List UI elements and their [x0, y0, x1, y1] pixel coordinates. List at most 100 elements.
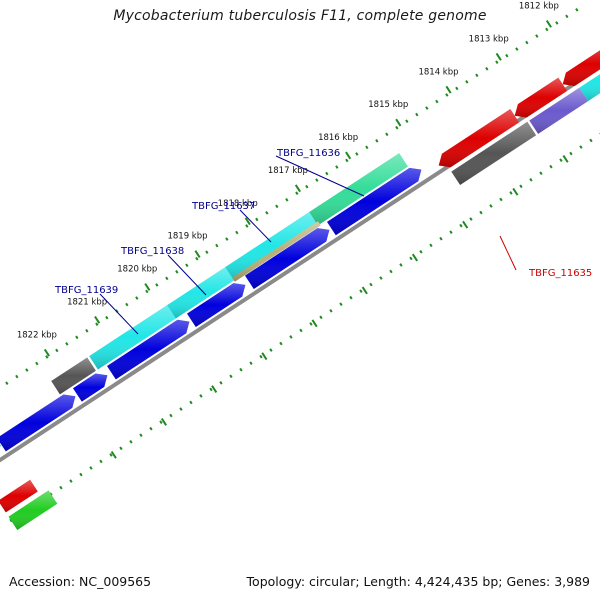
scale-tick-major	[495, 52, 502, 61]
scale-tick-minor	[319, 315, 323, 320]
scale-tick-minor	[159, 420, 163, 424]
scale-tick-minor	[249, 361, 253, 365]
scale-tick-minor	[535, 34, 539, 38]
scale-tick-minor	[95, 322, 99, 327]
scale-tick-minor	[385, 132, 389, 137]
cds-forward[interactable]	[187, 283, 246, 327]
scale-tick-label: 1820 kbp	[117, 265, 157, 275]
cds-reverse-shade	[514, 77, 568, 118]
feature-cyan[interactable]	[225, 212, 318, 281]
feature-mint[interactable]	[309, 153, 408, 226]
scale-tick-major	[194, 250, 201, 258]
cds-forward[interactable]	[245, 228, 330, 289]
scale-tick-inner	[211, 385, 218, 393]
scale-tick-minor	[335, 165, 339, 169]
scale-tick-minor	[365, 145, 369, 150]
gene-label-tbfg-11638[interactable]: TBFG_11638	[120, 246, 184, 257]
scale-tick-minor	[255, 217, 259, 222]
scale-tick-minor	[565, 14, 569, 19]
feature-cyan-reverse[interactable]	[579, 59, 600, 102]
callout-line-tbfg-11635	[499, 235, 517, 271]
cds-reverse[interactable]	[562, 42, 600, 86]
accession-label: Accession:	[9, 574, 76, 589]
scale-tick-minor	[5, 381, 9, 385]
gene-label-tbfg-11635[interactable]: TBFG_11635	[528, 268, 592, 279]
scale-tick-major	[43, 348, 50, 357]
scale-tick-minor	[229, 374, 233, 379]
scale-tick-minor	[475, 73, 479, 78]
scale-tick-minor	[419, 250, 423, 254]
scale-tick-minor	[85, 328, 89, 333]
scale-tick-minor	[65, 342, 69, 346]
scale-tick-minor	[45, 355, 49, 359]
scale-tick-minor	[525, 40, 529, 45]
scale-tick-label: 1819 kbp	[167, 232, 207, 242]
cds-forward[interactable]	[73, 373, 108, 402]
accession-value: NC_009565	[79, 574, 152, 589]
scale-tick-minor	[235, 230, 239, 235]
feature-purple[interactable]	[529, 87, 589, 134]
feature-tan[interactable]	[232, 221, 321, 282]
scale-tick-minor	[219, 381, 223, 385]
scale-tick-label: 1815 kbp	[368, 100, 408, 110]
scale-tick-minor	[75, 335, 79, 340]
scale-tick-minor	[285, 197, 289, 202]
scale-tick-minor	[129, 439, 133, 444]
scale-tick-inner	[110, 450, 117, 459]
scale-tick-minor	[539, 171, 543, 176]
scale-tick-minor	[409, 256, 413, 261]
scale-tick-minor	[109, 453, 113, 457]
scale-tick-minor	[165, 276, 169, 281]
cds-reverse[interactable]	[438, 109, 520, 168]
scale-tick-minor	[215, 243, 219, 248]
scale-tick-major	[395, 118, 402, 127]
scale-tick-major	[345, 151, 352, 160]
cds-forward[interactable]	[107, 319, 190, 380]
scale-tick-inner	[311, 319, 318, 328]
scale-tick-inner	[512, 187, 519, 196]
feature-green-edge[interactable]	[8, 490, 58, 530]
feature-gray-reverse[interactable]	[451, 121, 537, 185]
scale-tick-minor	[425, 106, 429, 110]
feature-cyan[interactable]	[89, 303, 178, 370]
gene-label-tbfg-11636[interactable]: TBFG_11636	[276, 148, 340, 159]
cds-reverse-edge[interactable]	[0, 479, 38, 513]
scale-tick-major	[244, 217, 251, 226]
gene-label-tbfg-11637[interactable]: TBFG_11637	[191, 201, 255, 212]
scale-tick-minor	[529, 177, 533, 182]
scale-tick-minor	[379, 276, 383, 280]
length-value: 4,424,435 bp	[414, 574, 499, 589]
scale-tick-minor	[349, 295, 353, 300]
scale-tick-minor	[315, 178, 319, 182]
scale-tick-minor	[499, 197, 503, 202]
genome-title: Mycobacterium tuberculosis F11, complete…	[113, 8, 487, 24]
cds-partial[interactable]	[0, 444, 2, 461]
scale-tick-minor	[339, 302, 343, 307]
scale-tick-minor	[355, 152, 359, 156]
gene-label-tbfg-11639[interactable]: TBFG_11639	[54, 285, 118, 296]
callout-line-tbfg-11639	[99, 293, 139, 335]
scale-tick-inner	[411, 253, 419, 262]
callouts-layer: TBFG_11636 TBFG_11637 TBFG_11638 TBFG_11639…	[54, 148, 592, 335]
feature-cyan-shade	[225, 212, 318, 281]
scale-tick-minor	[25, 368, 29, 372]
cds-partial-shade	[0, 444, 2, 448]
scale-tick-minor	[395, 125, 399, 130]
cds-reverse[interactable]	[514, 77, 568, 118]
scale-tick-inner	[361, 286, 368, 295]
scale-tick-minor	[279, 341, 283, 346]
scale-tick-minor	[415, 112, 419, 117]
cds-forward-shade	[327, 167, 422, 236]
feature-gray[interactable]	[51, 357, 96, 395]
feature-cyan[interactable]	[167, 267, 234, 319]
scale-tick-minor	[449, 230, 453, 234]
cds-forward[interactable]	[327, 167, 422, 236]
feature-purple-shade	[529, 87, 589, 134]
cds-reverse-shade	[438, 109, 520, 168]
cds-forward[interactable]	[0, 394, 76, 452]
scale-tick-minor	[359, 289, 363, 293]
scale-tick-minor	[555, 21, 559, 25]
feature-green-edge-shade	[8, 490, 58, 530]
features-layer[interactable]	[0, 42, 600, 530]
